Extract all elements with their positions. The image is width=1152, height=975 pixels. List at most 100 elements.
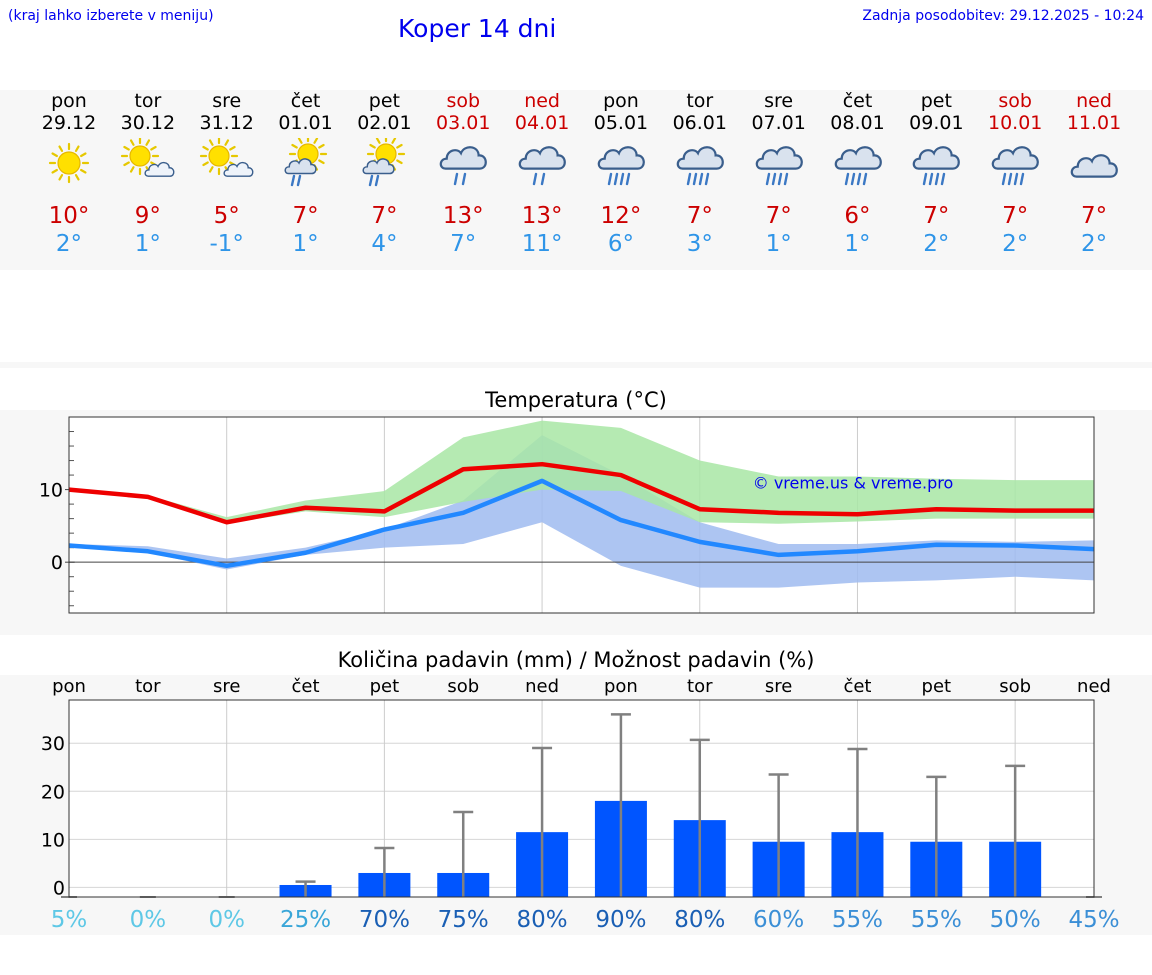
- precipitation-chart: pon tor sre čet pet sob ned pon tor sre čet pet sob n…: [41, 676, 1120, 933]
- watermark: © vreme.us & vreme.pro: [753, 473, 954, 492]
- max-temperature: 7°: [1080, 203, 1108, 229]
- cloud-icon: [1054, 136, 1134, 196]
- precipitation-probability: 75%: [438, 907, 489, 933]
- precipitation-chart-title: Količina padavin (mm) / Možnost padavin …: [337, 648, 815, 672]
- cloud-heavy-rain-icon: [739, 136, 819, 196]
- plot-frame: [68, 699, 1095, 898]
- min-temperature: 6°: [607, 231, 634, 257]
- sun-cloud-rain-icon: [266, 136, 346, 196]
- menu-hint[interactable]: (kraj lahko izberete v meniju): [8, 8, 214, 24]
- min-temperature-line: [68, 478, 1095, 569]
- last-updated: Zadnja posodobitev: 29.12.2025 - 10:24: [862, 8, 1144, 24]
- day-date: 05.01: [593, 112, 649, 134]
- forecast-day-8: tor 06.01 7° 3°: [660, 90, 740, 258]
- day-date: 08.01: [830, 112, 885, 134]
- x-category-label: sre: [213, 676, 240, 697]
- max-temperature-line: [68, 461, 1094, 525]
- day-date: 01.01: [278, 112, 333, 134]
- sun-cloud-icon: [108, 136, 188, 196]
- cloud-heavy-rain-icon: [975, 136, 1055, 196]
- y-tick-label: 10: [41, 829, 65, 851]
- forecast-day-7: pon 05.01 12° 6°: [581, 90, 661, 258]
- y-tick-label: 20: [41, 781, 65, 803]
- forecast-day-2: sre 31.12 5° -1°: [187, 90, 267, 258]
- forecast-day-0: pon 29.12 10° 2°: [29, 90, 109, 258]
- max-temperature: 13°: [442, 203, 484, 229]
- forecast-day-12: sob 10.01 7° 2°: [975, 90, 1055, 258]
- day-name: pet: [920, 90, 952, 112]
- x-category-label: čet: [292, 676, 320, 697]
- day-date: 09.01: [909, 112, 964, 134]
- min-temperature: 2°: [1080, 231, 1108, 257]
- y-tick-label: 30: [41, 733, 65, 755]
- day-date: 03.01: [436, 112, 491, 134]
- day-name: tor: [686, 90, 714, 112]
- x-category-label: ned: [1077, 676, 1111, 697]
- forecast-day-13: ned 11.01 7° 2°: [1054, 90, 1134, 258]
- day-name: sre: [212, 90, 242, 112]
- x-category-label: pon: [604, 676, 638, 697]
- x-category-label: ned: [525, 676, 559, 697]
- forecast-day-5: sob 03.01 13° 7°: [423, 90, 503, 258]
- plot-frame: [68, 416, 1095, 614]
- forecast-day-4: pet 02.01 7° 4°: [344, 90, 424, 258]
- precipitation-probability: 0%: [208, 907, 245, 933]
- precipitation-probability: 70%: [359, 907, 410, 933]
- max-temperature: 7°: [1002, 203, 1029, 229]
- min-temperature: 1°: [765, 231, 792, 257]
- forecast-day-1: tor 30.12 9° 1°: [108, 90, 188, 258]
- y-tick-label: 0: [53, 877, 65, 899]
- forecast-day-10: čet 08.01 6° 1°: [818, 90, 898, 258]
- precipitation-probability: 45%: [1068, 907, 1119, 933]
- forecast-strip-bg: [0, 90, 1152, 270]
- min-temperature: 3°: [686, 231, 713, 257]
- min-temperature: 2°: [55, 231, 83, 257]
- forecast-day-3: čet 01.01 7° 1°: [266, 90, 346, 258]
- min-temperature: 2°: [923, 231, 950, 257]
- precipitation-probability: 80%: [674, 907, 725, 933]
- x-category-label: tor: [687, 676, 713, 697]
- x-category-label: čet: [843, 676, 871, 697]
- day-date: 31.12: [199, 112, 254, 134]
- max-range-band: [69, 420, 1094, 524]
- y-tick-label: 0: [51, 552, 63, 574]
- day-name: pon: [603, 90, 639, 112]
- day-name: sre: [764, 90, 794, 112]
- min-temperature: 1°: [292, 231, 319, 257]
- min-temperature: 2°: [1002, 231, 1029, 257]
- day-date: 02.01: [357, 112, 412, 134]
- day-date: 07.01: [751, 112, 806, 134]
- cloud-heavy-rain-icon: [581, 136, 661, 196]
- min-temperature: 1°: [134, 231, 161, 257]
- day-name: ned: [1076, 90, 1112, 112]
- max-temperature: 7°: [923, 203, 950, 229]
- cloud-heavy-rain-icon: [660, 136, 740, 196]
- forecast-day-9: sre 07.01 7° 1°: [739, 90, 819, 258]
- day-name: čet: [842, 90, 873, 112]
- x-category-label: tor: [135, 676, 161, 697]
- x-category-label: pet: [370, 676, 400, 697]
- x-category-label: pon: [52, 676, 86, 697]
- x-category-label: sob: [999, 676, 1031, 697]
- forecast-day-11: pet 09.01 7° 2°: [896, 90, 976, 258]
- cloud-heavy-rain-icon: [818, 136, 898, 196]
- day-name: pon: [51, 90, 87, 112]
- day-date: 04.01: [514, 112, 570, 134]
- precipitation-probability: 60%: [753, 907, 804, 933]
- min-range-band: [69, 435, 1094, 588]
- precipitation-probability: 0%: [130, 907, 167, 933]
- precipitation-probability: 55%: [832, 907, 883, 933]
- max-temperature: 7°: [292, 203, 319, 229]
- precipitation-probability: 50%: [990, 907, 1041, 933]
- max-temperature: 7°: [686, 203, 713, 229]
- cloud-rain-icon: [423, 136, 503, 196]
- precipitation-probability: 90%: [595, 907, 646, 933]
- cloud-rain-icon: [502, 136, 582, 196]
- day-date: 06.01: [672, 112, 727, 134]
- day-name: tor: [134, 90, 162, 112]
- x-category-label: sob: [447, 676, 479, 697]
- sun-icon: [29, 136, 109, 196]
- divider: [0, 362, 1152, 368]
- forecast-day-6: ned 04.01 13° 11°: [502, 90, 582, 258]
- max-temperature: 7°: [371, 203, 398, 229]
